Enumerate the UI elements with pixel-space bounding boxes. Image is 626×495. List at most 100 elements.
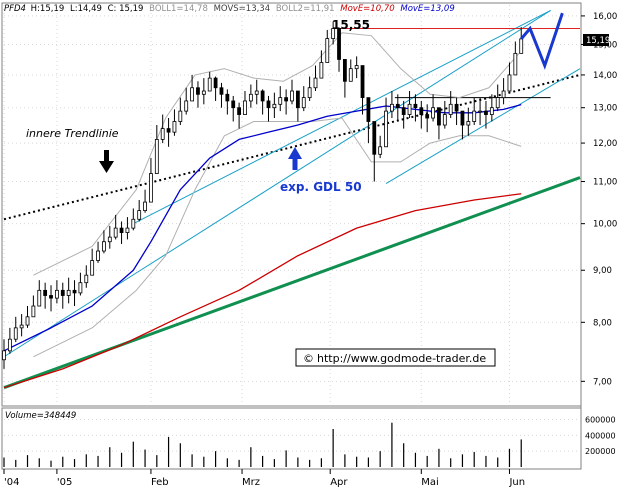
copyright-text: http://www.godmode-trader.de (317, 352, 486, 365)
candle-body (137, 210, 142, 220)
candle-body (90, 260, 95, 276)
candle-body (43, 289, 48, 296)
candle-body (290, 90, 294, 102)
header-move-blue: MovE=13,09 (400, 4, 454, 14)
candle-body (166, 128, 171, 133)
candle-body (278, 97, 283, 105)
candle-body (96, 250, 100, 261)
volume-label: Volume=348449 (5, 411, 76, 421)
time-tick-label: Apr (330, 477, 348, 488)
copyright-box (295, 348, 496, 367)
candle-body (384, 110, 388, 148)
candle-body (472, 110, 477, 122)
candle-body (378, 146, 383, 155)
candle-body (149, 173, 153, 203)
header-high: H:15,19 (31, 4, 65, 14)
candle-body (454, 103, 459, 112)
candle-body (125, 227, 130, 233)
candle-body (425, 114, 430, 119)
volume-tick-label: 200000 (585, 447, 616, 456)
candle-body (72, 289, 77, 294)
header-boll1: BOLL1=14,78 (149, 4, 208, 14)
price-tick-label: 13,00 (593, 104, 617, 114)
header-low: L:14,49 (70, 4, 102, 14)
down-arrow-icon (99, 150, 114, 173)
price-tick-label: 11,00 (593, 178, 617, 188)
candle-body (13, 327, 18, 340)
candle-body (307, 87, 312, 99)
trend-label: innere Trendlinie (26, 127, 119, 140)
candle-body (401, 107, 406, 115)
candle-body (184, 100, 189, 112)
candle-body (366, 97, 371, 122)
candle-body (49, 295, 53, 299)
candle-body (319, 62, 324, 79)
time-tick-label: Mrz (242, 477, 260, 488)
candle-body (395, 103, 400, 109)
trendline-channel-lower (3, 10, 551, 358)
trendline-channel-upper (133, 9, 551, 225)
price-tick-label: 12,00 (593, 139, 617, 149)
grid-layer (3, 5, 580, 452)
candle-body (225, 93, 230, 102)
volume-tick-label: 600000 (585, 416, 616, 425)
candle-body (231, 100, 236, 109)
price-tick-label: 7,00 (593, 377, 612, 387)
peak-label: 15,55 (332, 18, 370, 32)
price-panel (1, 2, 582, 407)
candle-body (60, 289, 65, 296)
candle-body (131, 218, 136, 229)
time-tick-label: '04 (4, 477, 19, 488)
last-price-marker (583, 34, 609, 46)
candle-body (272, 103, 277, 109)
candle-body (248, 93, 253, 102)
time-tick-label: Mai (421, 477, 439, 488)
candle-body (78, 282, 83, 294)
candle-body (466, 121, 471, 126)
candle-body (25, 316, 30, 326)
candle-body (119, 227, 124, 233)
candle-body (325, 38, 330, 63)
price-tick-label: 14,00 (593, 71, 617, 81)
candle-body (331, 28, 336, 39)
candle-body (284, 97, 289, 102)
candle-body (178, 110, 183, 122)
candle-body (260, 90, 265, 102)
candle-body (431, 107, 435, 119)
price-tick-label: 8,00 (593, 318, 612, 328)
price-tick-label: 10,00 (593, 220, 617, 230)
candle-body (7, 338, 12, 352)
candle-body (478, 110, 482, 113)
candle-body (172, 121, 177, 133)
candle-body (519, 38, 524, 54)
candle-body (484, 110, 488, 115)
candle-body (419, 107, 424, 115)
time-tick-label: '05 (57, 477, 72, 488)
candles-layer (2, 12, 564, 369)
candle-body (207, 77, 212, 92)
candle-body (495, 97, 500, 109)
candle-body (460, 110, 465, 126)
price-tick-label: 9,00 (593, 266, 612, 276)
candle-body (19, 324, 24, 329)
volume-tick-label: 400000 (585, 431, 616, 440)
candle-body (442, 114, 447, 126)
time-tick-label: Jun (508, 477, 525, 488)
trendlines-layer (3, 9, 581, 390)
candle-body (354, 65, 359, 70)
header-symbol: PFD4 (4, 4, 26, 14)
candle-body (160, 128, 165, 140)
candle-body (348, 68, 353, 82)
trendline-innere-trendlinie (3, 73, 581, 221)
candle-body (154, 139, 159, 174)
candle-body (313, 77, 318, 89)
volume-layer (3, 422, 522, 467)
volume-panel (1, 407, 582, 470)
candle-body (190, 87, 194, 102)
candle-body (337, 28, 341, 60)
gdl-label: exp. GDL 50 (280, 180, 362, 194)
candle-body (237, 107, 242, 115)
candle-body (342, 59, 347, 82)
